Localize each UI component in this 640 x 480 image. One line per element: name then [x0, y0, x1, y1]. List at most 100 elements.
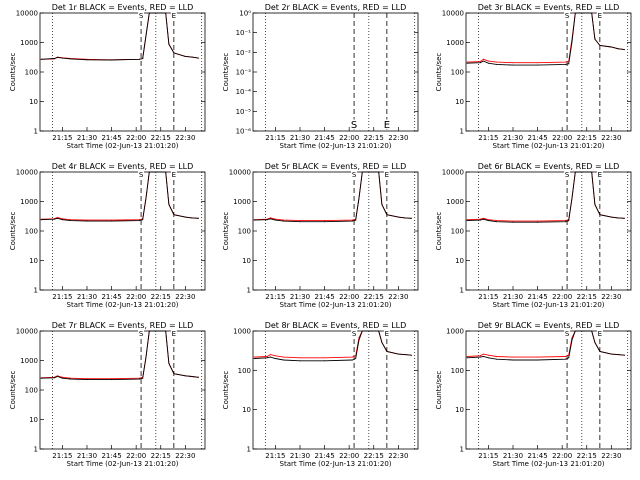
- events-point: [173, 214, 175, 216]
- lld-point: [138, 377, 140, 379]
- end-annotation: E: [385, 171, 389, 179]
- events-point: [487, 220, 489, 222]
- annotation-bg: [383, 330, 390, 338]
- end-annotation: E: [598, 330, 602, 338]
- lld-point: [61, 218, 63, 220]
- lld-point: [479, 355, 481, 357]
- y-tick-label: 10000: [16, 169, 38, 177]
- y-tick-label: 10: [455, 98, 464, 106]
- panel-title: Det 9r BLACK = Events, RED = LLD: [478, 321, 620, 330]
- y-axis-label: Counts/sec: [9, 371, 17, 410]
- events-point: [564, 221, 566, 223]
- annotation-bg: [564, 12, 571, 20]
- annotation-bg: [138, 330, 145, 338]
- events-point: [623, 49, 625, 51]
- start-annotation: S: [565, 12, 570, 20]
- y-tick-label: 10: [29, 257, 38, 265]
- lld-point: [111, 378, 113, 380]
- y-tick-label: 10⁻⁵: [236, 108, 252, 116]
- y-tick-label: 1000: [446, 328, 464, 336]
- events-point: [57, 56, 58, 58]
- events-point: [487, 62, 489, 64]
- lld-point: [571, 337, 573, 339]
- lld-point: [57, 375, 58, 377]
- lld-point: [351, 356, 353, 358]
- events-point: [40, 377, 42, 379]
- y-axis-label: Counts/sec: [435, 212, 443, 251]
- events-point: [86, 59, 88, 61]
- x-tick-label: 22:00: [126, 293, 146, 301]
- events-point: [599, 45, 601, 46]
- annotation-bg: [170, 330, 177, 338]
- y-tick-label: 10000: [442, 10, 464, 18]
- start-annotation: S: [139, 171, 144, 179]
- lld-point: [61, 376, 63, 378]
- x-tick-label: 21:30: [290, 293, 310, 301]
- events-point: [173, 52, 175, 54]
- y-tick-label: 100: [451, 228, 464, 236]
- events-point: [591, 12, 593, 14]
- annotation-bg: [383, 171, 390, 179]
- events-point: [617, 48, 619, 50]
- lld-point: [270, 217, 271, 219]
- panel-det-5r: Det 5r BLACK = Events, RED = LLD 1 10 100 10…: [222, 162, 419, 309]
- events-series-line: [41, 12, 199, 61]
- y-tick-label: 1000: [20, 198, 38, 206]
- annotation-bg: [383, 119, 390, 130]
- lld-point: [274, 218, 276, 220]
- lld-point: [283, 219, 285, 221]
- x-axis-label: Start Time (02-Jun-13 21:01:20): [67, 301, 179, 309]
- y-tick-label: 100: [25, 228, 38, 236]
- y-tick-label: 10000: [229, 169, 251, 177]
- start-annotation: S: [352, 171, 357, 179]
- x-tick-label: 22:30: [601, 293, 621, 301]
- lld-point: [270, 354, 271, 356]
- events-point: [53, 377, 55, 379]
- x-axis-label: Start Time (02-Jun-13 21:01:20): [67, 142, 179, 150]
- events-point: [266, 357, 268, 359]
- y-tick-label: 1000: [233, 198, 251, 206]
- events-point: [299, 221, 301, 223]
- y-tick-label: 10: [455, 257, 464, 265]
- events-point: [70, 220, 72, 222]
- plot-frame: [39, 171, 206, 291]
- lld-point: [487, 354, 489, 356]
- events-point: [378, 171, 380, 173]
- x-tick-label: 21:45: [527, 452, 547, 460]
- annotation-bg: [351, 119, 358, 130]
- x-tick-label: 22:15: [364, 134, 384, 142]
- y-axis-label: Counts/sec: [435, 53, 443, 92]
- events-point: [351, 220, 353, 222]
- x-axis-label: Start Time (02-Jun-13 21:01:20): [493, 460, 605, 468]
- events-point: [381, 342, 383, 343]
- x-tick-label: 22:15: [577, 452, 597, 460]
- events-point: [70, 58, 72, 60]
- lld-point: [299, 220, 301, 222]
- annotation-bg: [564, 171, 571, 179]
- lld-point: [512, 356, 514, 358]
- x-tick-label: 21:15: [478, 293, 498, 301]
- end-annotation: E: [598, 171, 602, 179]
- plot-frame: [465, 171, 632, 291]
- events-series-line: [467, 12, 625, 66]
- y-tick-label: 10: [29, 98, 38, 106]
- events-point: [148, 330, 150, 332]
- events-point: [496, 63, 498, 65]
- events-point: [483, 356, 484, 357]
- events-point: [61, 57, 63, 59]
- events-point: [466, 62, 468, 64]
- x-axis-label: Start Time (02-Jun-13 21:01:20): [67, 460, 179, 468]
- events-point: [386, 351, 388, 352]
- y-tick-label: 10: [455, 406, 464, 414]
- start-annotation: S: [351, 120, 357, 131]
- events-point: [152, 171, 154, 173]
- events-point: [365, 171, 367, 173]
- y-axis-label: Counts/sec: [222, 53, 230, 92]
- annotation-bg: [564, 330, 571, 338]
- y-axis-label: Counts/sec: [222, 212, 230, 251]
- panel-title: Det 3r BLACK = Events, RED = LLD: [478, 3, 620, 12]
- events-point: [111, 379, 113, 381]
- events-point: [578, 171, 580, 173]
- events-point: [253, 358, 255, 359]
- events-point: [355, 358, 357, 359]
